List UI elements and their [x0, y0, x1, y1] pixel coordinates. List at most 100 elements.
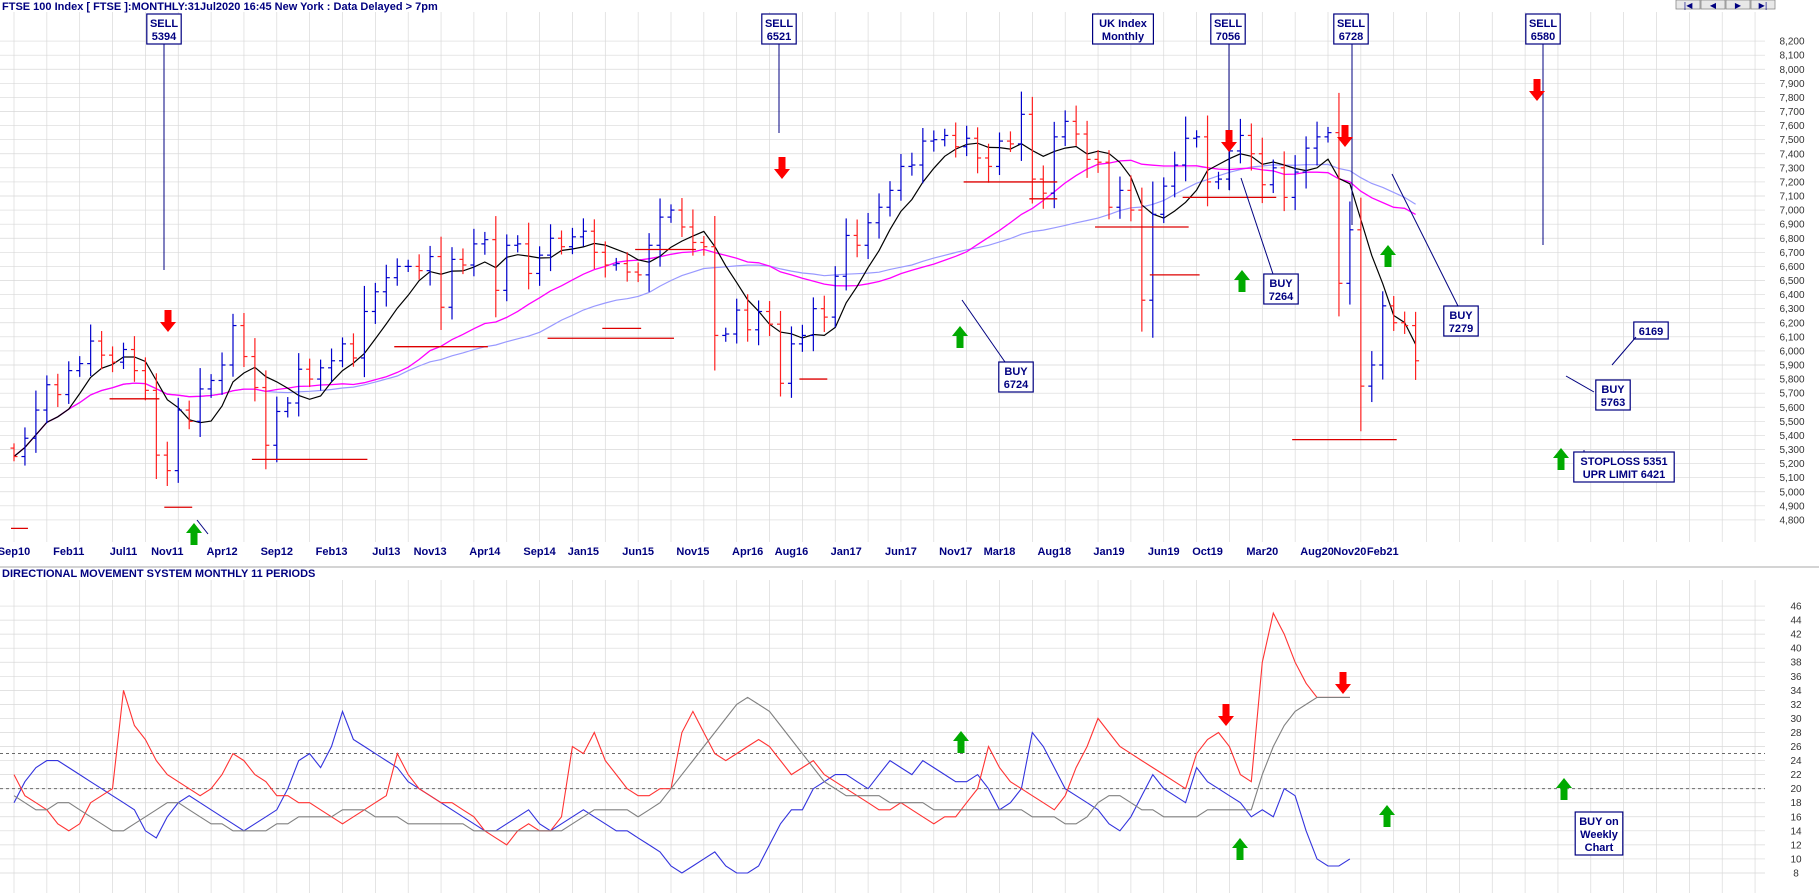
ohlc-bar — [1324, 126, 1332, 143]
label-text: 5394 — [152, 31, 177, 43]
ohlc-bar — [273, 396, 281, 463]
dmi-tick-label: 18 — [1790, 798, 1802, 809]
date-tick-label: Sep12 — [261, 546, 293, 558]
leader-line — [1565, 375, 1595, 393]
date-tick-label: Nov13 — [414, 546, 447, 558]
ohlc-bar — [1160, 177, 1168, 224]
price-tick-label: 5,600 — [1779, 403, 1804, 414]
ohlc-bar — [744, 294, 752, 342]
label-text: 6521 — [767, 31, 791, 43]
date-tick-label: Apr16 — [732, 546, 763, 558]
date-tick-label: Apr12 — [206, 546, 237, 558]
price-tick-label: 8,000 — [1779, 65, 1804, 76]
dmi-tick-label: 40 — [1790, 644, 1802, 655]
label-text: 6580 — [1531, 31, 1555, 43]
dmi-tick-label: 26 — [1790, 742, 1802, 753]
leader-line — [196, 519, 209, 535]
nav-button-label: |◀ — [1684, 1, 1694, 10]
ohlc-bar — [218, 352, 226, 395]
label-box — [1633, 321, 1669, 340]
ohlc-bar — [612, 257, 620, 271]
ohlc-bar — [777, 310, 784, 397]
ohlc-bar — [1357, 197, 1365, 432]
date-tick-label: Apr14 — [469, 546, 501, 558]
ohlc-bar — [1280, 151, 1288, 212]
ohlc-bar — [163, 441, 171, 486]
nav-button-3[interactable] — [1750, 0, 1776, 10]
price-tick-label: 6,300 — [1779, 304, 1804, 315]
date-tick-label: Jan17 — [831, 546, 862, 558]
ohlc-bar — [10, 443, 18, 462]
label-box — [1595, 379, 1631, 411]
nav-button-2[interactable] — [1725, 0, 1751, 10]
ohlc-bar — [295, 353, 303, 417]
date-tick-label: Jun15 — [622, 546, 654, 558]
ohlc-bar — [1390, 296, 1398, 331]
ohlc-bar — [65, 361, 73, 404]
ohlc-bar — [1028, 96, 1036, 204]
ohlc-bar — [1061, 110, 1069, 147]
nav-button-1[interactable] — [1700, 0, 1726, 10]
buy-arrow-icon — [186, 523, 202, 545]
label-box — [1574, 811, 1624, 856]
price-tick-label: 5,300 — [1779, 445, 1804, 456]
nav-button-0[interactable] — [1675, 0, 1701, 10]
dmi-tick-label: 12 — [1790, 840, 1802, 851]
ohlc-bar — [1291, 155, 1299, 211]
ohlc-bar — [656, 198, 664, 267]
label-text: 5763 — [1601, 397, 1625, 409]
ohlc-bar — [185, 400, 193, 430]
sell-arrow-icon — [1337, 125, 1353, 147]
ohlc-bar — [1127, 175, 1135, 222]
date-tick-label: Aug16 — [775, 546, 809, 558]
dmi-tick-label: 22 — [1790, 770, 1802, 781]
label-text: SELL — [1214, 18, 1242, 30]
price-tick-label: 6,500 — [1779, 276, 1804, 287]
label-box — [1333, 13, 1369, 45]
ohlc-bar — [590, 219, 598, 269]
price-tick-label: 5,100 — [1779, 473, 1804, 484]
ohlc-bar — [1083, 120, 1091, 178]
price-tick-label: 6,800 — [1779, 234, 1804, 245]
ohlc-bar — [448, 247, 456, 320]
ohlc-bar — [371, 282, 379, 324]
ohlc-bars — [10, 91, 1420, 486]
label-text: UK Index — [1099, 18, 1148, 30]
dmi-tick-label: 34 — [1790, 686, 1802, 697]
label-text: Weekly — [1580, 829, 1619, 841]
price-tick-label: 7,100 — [1779, 192, 1804, 203]
ohlc-bar — [43, 375, 51, 424]
dmi-tick-label: 10 — [1790, 854, 1802, 865]
ohlc-bar — [831, 266, 839, 328]
nav-button-label: ▶ — [1735, 1, 1742, 10]
leader-line — [1391, 173, 1459, 307]
ohlc-bar — [426, 245, 434, 286]
ohlc-bar — [1258, 137, 1266, 204]
price-panel-grid — [0, 12, 1819, 568]
sell-arrow-icon — [1218, 704, 1234, 726]
ohlc-bar — [952, 122, 960, 158]
ohlc-bar — [1094, 150, 1102, 173]
dmi-tick-label: 24 — [1790, 756, 1802, 767]
ohlc-bar — [262, 370, 270, 470]
price-tick-label: 7,600 — [1779, 121, 1804, 132]
buy-arrow-icon — [1232, 838, 1248, 860]
dmi-tick-label: 16 — [1790, 812, 1802, 823]
leader-line — [1240, 177, 1274, 275]
ohlc-bar — [207, 374, 215, 398]
ohlc-bar — [766, 301, 774, 337]
label-box — [1210, 13, 1246, 45]
ohlc-bar — [1368, 351, 1376, 403]
ohlc-bar — [1412, 311, 1420, 380]
ohlc-bar — [798, 324, 806, 352]
ohlc-bar — [317, 359, 325, 391]
label-text: 7056 — [1216, 31, 1240, 43]
label-box — [1263, 273, 1299, 305]
price-axis: 4,800 4,900 5,000 5,100 5,200 5,300 5,400 5,500… — [1779, 37, 1804, 527]
